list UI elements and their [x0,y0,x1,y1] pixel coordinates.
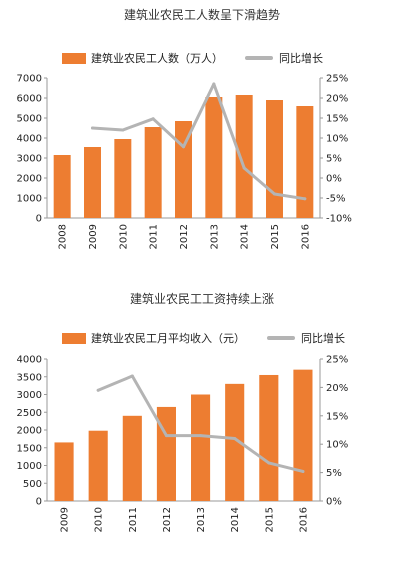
chart1-growth-point [273,192,276,196]
chart1-growth-point [303,197,307,201]
chart1-title: 建筑业农民工人数呈下滑趋势 [123,8,280,22]
chart1-right-tick-label: 5% [326,154,342,165]
chart2-right-tick-label: 10% [326,440,348,451]
chart2-right-tick-label: 5% [326,468,342,479]
chart1-right-tick-label: 10% [326,134,348,145]
chart1-bar [266,100,283,218]
chart1-bar [114,139,132,218]
chart1-left-tick-label: 2000 [17,174,42,185]
chart2-legend-line-label: 同比增长 [301,332,345,345]
chart2-legend-bar-label: 建筑业农民工月平均收入（元） [91,332,245,345]
chart2-legend-line-swatch [267,336,295,340]
chart2-category-label: 2010 [94,507,105,532]
chart2-right-tick-label: 25% [326,355,348,366]
chart1-left-tick-label: 4000 [17,134,42,145]
chart2-category-label: 2013 [196,507,207,532]
chart2-left-tick-label: 4000 [17,355,42,366]
chart2-growth-point [199,434,203,438]
chart1-growth-line [91,82,307,201]
chart1-bar [296,106,314,218]
chart2-left-tick-label: 0 [36,497,42,508]
chart1-category-label: 2012 [179,224,190,249]
chart2-bar [225,383,245,501]
chart1-left-tick-label: 6000 [17,94,42,105]
chart2-category-label: 2014 [230,507,241,532]
chart2-left-tick-label: 1500 [17,443,42,454]
chart1-right-tick-label: 25% [326,74,348,85]
chart2-category-label: 2012 [162,507,173,532]
chart2-left-tick-label: 2500 [17,408,42,419]
chart1-right-tick-label: 20% [326,94,348,105]
chart1-right-tick-label: -5% [326,194,345,205]
chart1-category-label: 2010 [118,224,129,249]
chart2-category-label: 2009 [60,507,71,532]
chart1-left-tick-label: 5000 [17,114,42,125]
chart2-title: 建筑业农民工工资持续上涨 [129,292,274,306]
chart1-legend-line-label: 同比增长 [279,52,323,65]
chart2-category-label: 2016 [298,507,309,532]
chart2-left-tick-label: 2000 [17,426,42,437]
chart2-left-tick-label: 3000 [17,390,42,401]
chart1-left-tick-label: 7000 [17,74,42,85]
chart2-left-tick-label: 1000 [17,461,42,472]
chart1-category-label: 2009 [88,224,99,249]
chart2-bar [122,415,142,501]
chart1-growth-point [151,117,155,121]
chart1-bar [175,121,192,218]
chart2-bar [191,394,211,501]
chart1-category-label: 2008 [58,224,69,249]
chart1-right-tick-label: 0% [326,174,342,185]
chart1-category-label: 2013 [209,224,220,249]
chart2-bar [259,374,279,501]
chart1-growth-point [121,128,125,132]
chart2-bar [88,430,108,501]
chart1-plot: 0 1000 2000 3000 4000 5000 6000 7000 -10% -5% 0% 5%… [17,74,352,250]
chart1-left-tick-label: 3000 [17,154,42,165]
chart1-growth-point [242,166,246,170]
chart1-growth-point [182,145,185,149]
chart2-plot: 0 500 1000 1500 2000 2500 3000 3500 4000 0% 5% 10% 1… [17,355,349,533]
chart1-legend-bar-label: 建筑业农民工人数（万人） [91,52,223,65]
chart1-growth-point [91,126,94,130]
chart1-bar [84,147,101,218]
chart2-category-label: 2015 [264,507,275,532]
chart1-legend: 建筑业农民工人数（万人） 同比增长 [62,50,323,66]
chart2-right-tick-label: 20% [326,383,348,394]
chart1-right-tick-label: 15% [326,114,348,125]
chart2-bar [293,369,313,501]
chart1-category-label: 2011 [149,224,160,249]
chart2-right-tick-label: 0% [326,497,342,508]
chart2-left-tick-label: 500 [23,479,42,490]
chart2-growth-point [301,469,305,473]
chart1-legend-bar-swatch [62,52,86,64]
chart2-legend-bar-swatch [62,332,86,344]
chart1-bar [53,155,71,218]
chart2-bar [54,442,74,501]
chart2-left-tick-label: 3500 [17,372,42,383]
chart2-growth-point [267,461,271,465]
chart1-left-tick-label: 0 [36,214,42,225]
chart1-growth-point [212,82,216,86]
chart2-growth-point [164,434,168,438]
chart1-bar [144,127,162,218]
chart2-right-tick-label: 15% [326,411,348,422]
chart2-growth-point [96,388,100,392]
chart1-left-tick-label: 1000 [17,194,42,205]
chart1-bar [235,95,253,218]
chart1-category-label: 2014 [240,224,251,249]
chart2-bar [156,406,176,501]
chart1-category-label: 2015 [270,224,281,249]
chart1-category-label: 2016 [300,224,311,249]
chart1-legend-line-swatch [245,56,273,60]
chart2-growth-point [233,437,237,441]
chart2-growth-point [130,374,134,378]
chart2-legend: 建筑业农民工月平均收入（元） 同比增长 [62,330,345,346]
chart1-right-tick-label: -10% [326,214,352,225]
chart1-bar [205,97,223,218]
chart2-category-label: 2011 [128,507,139,532]
